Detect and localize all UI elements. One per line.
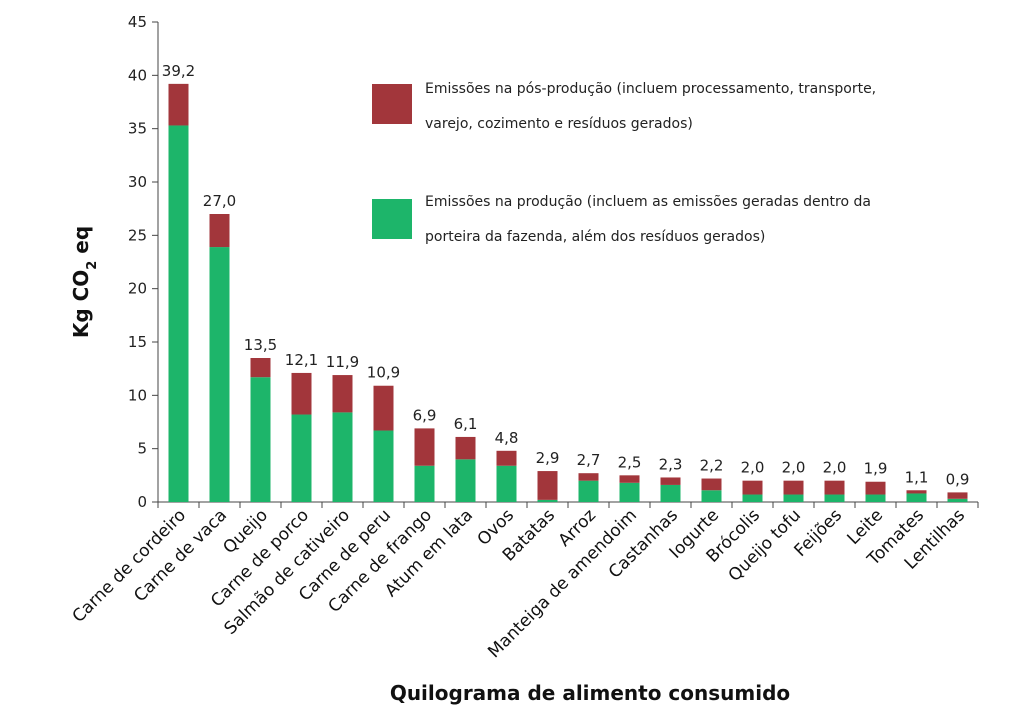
bar-total-label: 2,3 — [659, 455, 683, 473]
bar-production — [906, 493, 927, 502]
bar-post-production — [906, 490, 927, 494]
bar-total-label: 2,0 — [823, 459, 847, 477]
bar-production — [209, 247, 230, 502]
legend: Emissões na pós-produção (incluem proces… — [372, 81, 876, 245]
bar-post-production — [742, 480, 763, 495]
bar-production — [168, 125, 189, 502]
bar-total-label: 1,9 — [864, 460, 888, 478]
legend-label-production-line1: Emissões na produção (incluem as emissõe… — [425, 194, 871, 210]
legend-label-post-production-line2: varejo, cozimento e resíduos gerados) — [425, 116, 693, 132]
bar-post-production — [209, 214, 230, 248]
bar-post-production — [496, 450, 517, 466]
bar-total-label: 2,5 — [618, 453, 642, 471]
bar-production — [619, 482, 640, 502]
bar-total-label: 0,9 — [946, 470, 970, 488]
bar-production — [865, 494, 886, 502]
bar-post-production — [250, 358, 271, 378]
bar-total-label: 6,9 — [413, 406, 437, 424]
bar-production — [373, 430, 394, 502]
bar-total-label: 2,7 — [577, 451, 601, 469]
bar-production — [742, 494, 763, 502]
bar-production — [455, 459, 476, 502]
bar-post-production — [291, 372, 312, 415]
bar-post-production — [332, 375, 353, 413]
legend-label-post-production-line1: Emissões na pós-produção (incluem proces… — [425, 81, 876, 97]
bar-total-label: 6,1 — [454, 415, 478, 433]
bar-total-label: 13,5 — [244, 336, 277, 354]
bar-post-production — [168, 83, 189, 126]
y-axis-title: Kg CO2 eq — [69, 226, 100, 338]
bar-post-production — [578, 473, 599, 481]
bar-total-label: 39,2 — [162, 62, 195, 80]
bar-total-label: 2,0 — [741, 459, 765, 477]
bar-production — [783, 494, 804, 502]
bar-production — [537, 499, 558, 502]
bar-production — [824, 494, 845, 502]
y-tick-label: 20 — [128, 280, 147, 298]
y-tick-label: 0 — [137, 493, 147, 511]
bar-post-production — [865, 481, 886, 495]
y-tick-label: 30 — [128, 173, 147, 191]
bar-production — [701, 490, 722, 502]
bar-total-label: 2,2 — [700, 457, 724, 475]
bar-post-production — [619, 475, 640, 483]
bar-total-label: 27,0 — [203, 192, 236, 210]
y-tick-label: 45 — [128, 13, 147, 31]
bar-post-production — [373, 385, 394, 431]
y-tick-label: 40 — [128, 66, 147, 84]
bar-production — [291, 414, 312, 502]
bar-post-production — [537, 471, 558, 500]
bar-total-label: 2,9 — [536, 449, 560, 467]
bar-post-production — [660, 477, 681, 485]
y-tick-label: 15 — [128, 333, 147, 351]
bar-total-label: 12,1 — [285, 351, 318, 369]
bar-production — [947, 498, 968, 502]
bar-production — [414, 465, 435, 502]
bar-total-label: 2,0 — [782, 459, 806, 477]
y-tick-label: 10 — [128, 386, 147, 404]
x-axis-title: Quilograma de alimento consumido — [390, 681, 790, 705]
bar-post-production — [414, 428, 435, 466]
bar-post-production — [824, 480, 845, 495]
y-tick-label: 35 — [128, 120, 147, 138]
bar-post-production — [947, 492, 968, 499]
bar-post-production — [783, 480, 804, 495]
bar-total-label: 1,1 — [905, 468, 929, 486]
bar-total-label: 4,8 — [495, 429, 519, 447]
legend-label-production-line2: porteira da fazenda, além dos resíduos g… — [425, 229, 765, 245]
y-tick-label: 25 — [128, 226, 147, 244]
legend-swatch-production — [372, 199, 412, 239]
bar-production — [496, 465, 517, 502]
bar-production — [578, 480, 599, 502]
bar-total-label: 11,9 — [326, 353, 359, 371]
legend-swatch-post-production — [372, 84, 412, 124]
bar-total-label: 10,9 — [367, 364, 400, 382]
bars — [168, 83, 968, 502]
bar-production — [660, 484, 681, 502]
y-tick-label: 5 — [137, 440, 147, 458]
bar-post-production — [701, 478, 722, 491]
data-labels: 39,2 27,0 13,5 12,1 11,9 10,9 6,9 6,1 4,8 2,9 2,7 2… — [162, 62, 970, 489]
bar-production — [332, 412, 353, 502]
bar-post-production — [455, 436, 476, 460]
bar-production — [250, 377, 271, 502]
